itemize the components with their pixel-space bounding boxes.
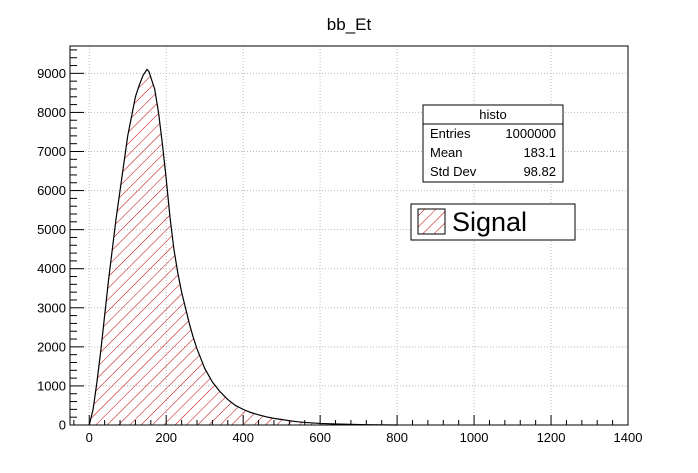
stats-label-stddev: Std Dev [430, 164, 477, 179]
x-tick-label: 600 [309, 430, 331, 445]
y-tick-label: 0 [59, 418, 66, 433]
stats-label-mean: Mean [430, 145, 463, 160]
y-tick-label: 8000 [37, 105, 66, 120]
stats-box-title: histo [479, 107, 506, 122]
x-tick-label: 1400 [614, 430, 643, 445]
x-tick-label: 1000 [460, 430, 489, 445]
x-tick-label: 800 [386, 430, 408, 445]
y-tick-label: 7000 [37, 144, 66, 159]
chart-title: bb_Et [327, 15, 372, 34]
y-tick-label: 9000 [37, 66, 66, 81]
y-tick-label: 2000 [37, 339, 66, 354]
stats-value-stddev: 98.82 [523, 164, 556, 179]
histogram-fill-signal [89, 69, 398, 425]
legend: Signal [410, 203, 576, 241]
plot-frame [69, 45, 629, 426]
y-tick-label: 4000 [37, 261, 66, 276]
legend-label-signal: Signal [452, 207, 527, 237]
stats-label-entries: Entries [430, 126, 471, 141]
y-tick-label: 1000 [37, 378, 66, 393]
legend-swatch-signal [417, 208, 446, 235]
tick-labels: 0 200 400 600 800 1000 1200 1400 0 1000 2000 3000 40… [37, 66, 642, 445]
stats-value-mean: 183.1 [523, 145, 556, 160]
stats-value-entries: 1000000 [505, 126, 556, 141]
stats-box: histo Entries 1000000 Mean 183.1 Std Dev… [422, 104, 564, 183]
x-tick-label: 0 [86, 430, 93, 445]
y-tick-label: 6000 [37, 183, 66, 198]
axis-ticks [70, 49, 629, 426]
x-tick-label: 400 [232, 430, 254, 445]
x-tick-label: 1200 [537, 430, 566, 445]
x-tick-label: 200 [155, 430, 177, 445]
histogram-series [88, 68, 398, 426]
histogram-outline-signal [88, 68, 398, 426]
stats-box-frame [422, 104, 564, 183]
y-tick-label: 3000 [37, 300, 66, 315]
y-tick-label: 5000 [37, 222, 66, 237]
